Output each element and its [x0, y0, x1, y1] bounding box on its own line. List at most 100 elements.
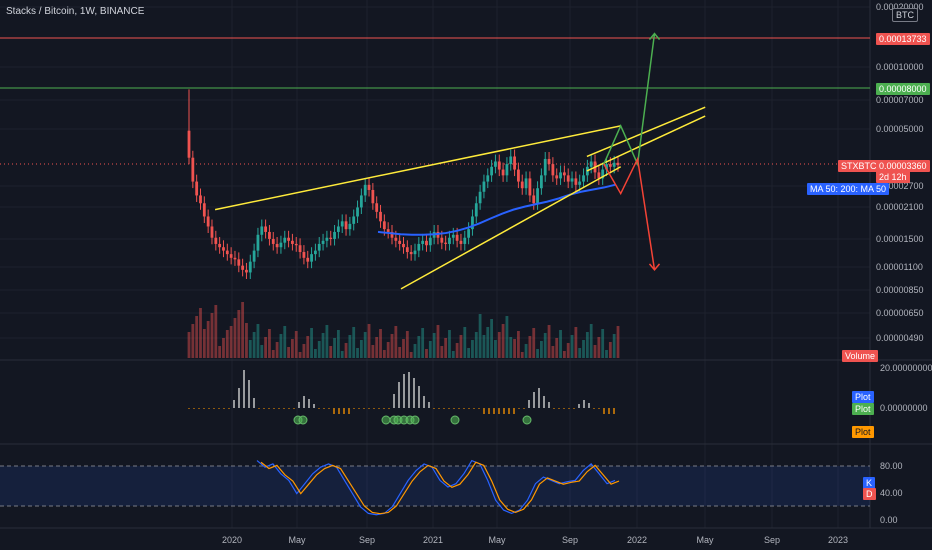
price-label-9: 0.00000650 [876, 308, 924, 318]
candle-body-46 [363, 184, 367, 196]
candle-body-91 [536, 188, 539, 204]
volume-bar-59 [413, 344, 417, 358]
volume-bar-68 [448, 330, 451, 358]
candle-body-29 [298, 245, 302, 253]
time-label-6: 2022 [627, 535, 647, 545]
candle-body-99 [566, 175, 570, 182]
osc-dot-7 [410, 415, 420, 425]
price-label-2: 0.00007000 [876, 95, 924, 105]
candle-body-45 [359, 195, 363, 208]
volume-bar-88 [524, 344, 528, 358]
price-label-10: 0.00000490 [876, 333, 924, 343]
candle-body-76 [478, 191, 482, 204]
candle-body-57 [405, 247, 409, 253]
volume-bar-14 [241, 302, 245, 358]
plot-tag-1: Plot [852, 391, 874, 403]
candle-body-49 [375, 203, 379, 212]
candle-body-48 [371, 189, 375, 204]
volume-bar-28 [294, 331, 298, 358]
volume-bar-15 [245, 323, 248, 358]
trendline-upper [214, 125, 621, 211]
candle-body-40 [340, 221, 344, 227]
candle-body-4 [202, 203, 206, 217]
volume-bar-40 [340, 351, 344, 358]
candle-body-110 [608, 164, 612, 167]
volume-bar-21 [268, 329, 271, 358]
currency-label[interactable]: BTC [892, 8, 918, 22]
volume-bar-46 [363, 332, 367, 358]
volume-bar-58 [409, 352, 413, 358]
volume-bar-108 [601, 329, 605, 358]
osc-label-0: 20.00000000 [880, 363, 932, 373]
volume-bar-83 [505, 316, 509, 358]
candle-body-33 [314, 250, 317, 255]
volume-bar-50 [379, 329, 382, 358]
candle-body-107 [597, 172, 601, 179]
volume-bar-73 [467, 348, 471, 358]
candle-body-31 [306, 257, 310, 262]
time-label-5: Sep [562, 535, 578, 545]
volume-bar-25 [283, 326, 287, 358]
candle-body-95 [551, 164, 555, 176]
candle-body-39 [336, 226, 340, 232]
ma-tag: MA 50: 200: MA 50 [807, 183, 890, 195]
candle-body-58 [409, 252, 413, 255]
volume-bar-56 [402, 339, 405, 358]
volume-bar-48 [371, 345, 375, 358]
volume-bar-7 [214, 305, 218, 358]
volume-bar-35 [321, 333, 325, 358]
volume-bar-107 [597, 337, 601, 358]
candle-body-61 [421, 240, 425, 244]
candle-body-105 [589, 161, 593, 167]
volume-bar-105 [589, 324, 593, 358]
volume-bar-65 [436, 325, 440, 358]
candle-body-34 [317, 243, 321, 251]
candle-body-13 [237, 259, 241, 266]
plot-tag-3: Plot [852, 426, 874, 438]
candle-body-52 [386, 229, 390, 232]
osc-label-1: 0.00000000 [880, 403, 928, 413]
osc-dot-8 [450, 415, 460, 425]
time-label-0: 2020 [222, 535, 242, 545]
volume-bar-96 [555, 338, 559, 358]
volume-bar-111 [612, 334, 616, 358]
volume-bar-93 [543, 333, 547, 358]
volume-bar-29 [298, 352, 302, 358]
volume-bar-80 [494, 340, 497, 358]
candle-body-71 [459, 240, 463, 244]
time-label-3: 2021 [423, 535, 443, 545]
candle-body-19 [260, 226, 264, 235]
volume-bar-16 [248, 340, 252, 358]
volume-bar-67 [444, 338, 448, 358]
time-label-1: May [288, 535, 306, 545]
osc-dot-1 [298, 415, 308, 425]
candle-body-83 [505, 164, 509, 176]
candle-body-89 [528, 178, 532, 196]
candle-body-68 [448, 237, 451, 244]
candle-body-100 [570, 178, 574, 182]
volume-bar-95 [551, 346, 555, 358]
candle-body-98 [562, 172, 566, 176]
d-tag: D [863, 488, 876, 500]
candle-body-84 [509, 156, 513, 165]
countdown-tag: 2d 12h [876, 171, 910, 183]
candle-body-37 [329, 237, 333, 239]
candle-body-102 [578, 181, 582, 185]
candle-body-81 [497, 161, 501, 170]
candle-body-92 [539, 175, 543, 189]
volume-bar-91 [536, 349, 539, 358]
volume-bar-79 [490, 319, 493, 358]
candle-body-5 [206, 216, 210, 227]
projection-red [603, 156, 656, 270]
volume-bar-75 [474, 332, 478, 358]
candle-body-32 [310, 254, 313, 262]
price-label-4: 0.00002700 [876, 181, 924, 191]
volume-bar-100 [570, 335, 574, 358]
candle-body-36 [325, 237, 329, 241]
candle-body-67 [444, 242, 448, 244]
candle-body-23 [275, 243, 279, 248]
volume-bar-54 [394, 326, 398, 358]
volume-bar-52 [386, 342, 390, 358]
volume-bar-103 [582, 340, 585, 358]
